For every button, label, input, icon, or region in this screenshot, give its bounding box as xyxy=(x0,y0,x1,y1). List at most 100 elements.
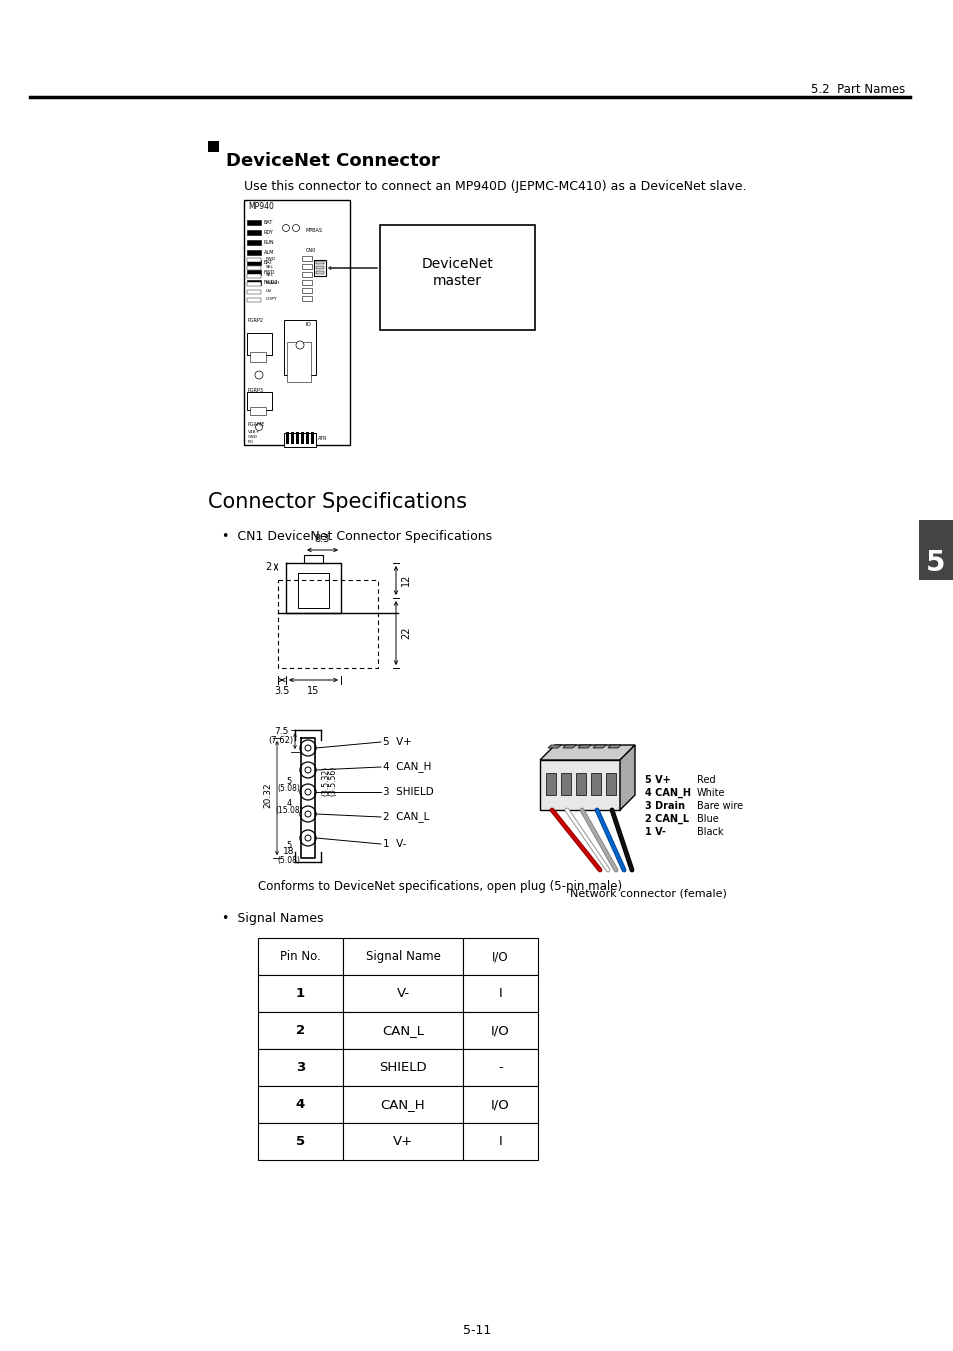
Bar xyxy=(302,263,312,269)
Text: BAT: BAT xyxy=(264,219,274,224)
Circle shape xyxy=(254,372,263,380)
Circle shape xyxy=(299,807,315,821)
Bar xyxy=(247,259,261,265)
Text: 4  CAN_H: 4 CAN_H xyxy=(382,762,431,773)
Bar xyxy=(462,1048,537,1086)
Bar xyxy=(302,296,312,301)
Bar xyxy=(379,226,535,330)
Text: 1: 1 xyxy=(295,988,305,1000)
Text: White: White xyxy=(697,788,724,798)
Polygon shape xyxy=(593,744,605,748)
Bar xyxy=(918,520,953,580)
Text: V-: V- xyxy=(396,988,409,1000)
Text: 3  SHIELD: 3 SHIELD xyxy=(382,788,434,797)
Bar xyxy=(605,773,616,794)
Circle shape xyxy=(282,224,289,231)
Text: FWD2: FWD2 xyxy=(264,280,278,285)
Bar xyxy=(302,272,312,277)
Text: Network connector (female): Network connector (female) xyxy=(569,888,726,898)
Bar xyxy=(590,773,600,794)
Circle shape xyxy=(255,423,262,431)
Text: 12: 12 xyxy=(400,574,411,586)
Circle shape xyxy=(305,835,311,842)
Text: (3.5.56): (3.5.56) xyxy=(328,766,336,796)
Circle shape xyxy=(295,340,304,349)
Bar xyxy=(306,432,309,444)
Text: 5: 5 xyxy=(286,777,292,785)
Text: DeviceNet
master: DeviceNet master xyxy=(421,258,493,288)
Text: (15.08): (15.08) xyxy=(274,805,302,815)
Circle shape xyxy=(305,767,311,773)
Bar xyxy=(315,261,324,263)
Polygon shape xyxy=(619,744,635,811)
Text: 15: 15 xyxy=(307,686,319,696)
Text: IO: IO xyxy=(306,323,312,327)
Text: I/O: I/O xyxy=(491,1098,509,1111)
Bar xyxy=(247,266,261,270)
Bar xyxy=(257,938,343,975)
Bar xyxy=(247,240,261,245)
Text: ATR: ATR xyxy=(317,435,327,440)
Bar xyxy=(247,282,261,286)
Bar xyxy=(576,773,585,794)
Text: 2: 2 xyxy=(295,1024,305,1038)
Text: Blue: Blue xyxy=(697,815,718,824)
Text: (7.62): (7.62) xyxy=(268,736,294,746)
Bar xyxy=(343,1123,462,1161)
Text: 1  V-: 1 V- xyxy=(382,839,406,848)
Bar xyxy=(250,407,266,415)
Bar xyxy=(301,432,304,444)
Text: FG: FG xyxy=(248,440,253,444)
Bar xyxy=(560,773,571,794)
Polygon shape xyxy=(539,744,635,761)
Text: Connector Specifications: Connector Specifications xyxy=(208,492,467,512)
Bar xyxy=(343,938,462,975)
Text: RUN: RUN xyxy=(264,239,274,245)
Text: FWD: FWD xyxy=(266,257,275,261)
Text: 5: 5 xyxy=(286,840,292,850)
Bar xyxy=(284,320,315,376)
Bar xyxy=(286,432,289,444)
Bar xyxy=(343,1048,462,1086)
Text: 2: 2 xyxy=(265,562,271,571)
Bar xyxy=(257,1048,343,1086)
Text: DeviceNet Connector: DeviceNet Connector xyxy=(226,153,439,170)
Text: PGAME: PGAME xyxy=(248,423,265,427)
Text: CAN_L: CAN_L xyxy=(381,1024,423,1038)
Bar xyxy=(302,255,312,261)
Bar xyxy=(247,258,261,262)
Text: COPY: COPY xyxy=(266,297,277,301)
Text: •  CN1 DeviceNet Connector Specifications: • CN1 DeviceNet Connector Specifications xyxy=(222,530,492,543)
Text: PGRP3: PGRP3 xyxy=(248,388,264,393)
Text: 2 CAN_L: 2 CAN_L xyxy=(644,813,688,824)
Bar xyxy=(343,1086,462,1123)
Bar xyxy=(314,259,326,276)
Text: 5: 5 xyxy=(925,549,944,577)
Text: I: I xyxy=(498,1135,502,1148)
Text: SEL: SEL xyxy=(266,273,274,277)
Circle shape xyxy=(293,224,299,231)
Bar xyxy=(311,432,314,444)
Text: 1: 1 xyxy=(328,266,331,270)
Bar xyxy=(462,938,537,975)
Text: ALM: ALM xyxy=(264,250,274,254)
Bar xyxy=(462,1086,537,1123)
Text: 4: 4 xyxy=(295,1098,305,1111)
Bar xyxy=(247,392,272,409)
Bar xyxy=(302,280,312,285)
Text: 8.3: 8.3 xyxy=(314,534,330,544)
Circle shape xyxy=(299,762,315,778)
Text: Pin No.: Pin No. xyxy=(280,950,320,963)
Text: RDY: RDY xyxy=(264,230,274,235)
Bar xyxy=(462,975,537,1012)
Bar xyxy=(247,332,272,355)
Bar xyxy=(315,266,324,269)
Circle shape xyxy=(305,789,311,794)
Text: CAN_H: CAN_H xyxy=(380,1098,425,1111)
Text: V+: V+ xyxy=(393,1135,413,1148)
Bar xyxy=(247,220,261,226)
Bar xyxy=(250,353,266,362)
Text: FWD: FWD xyxy=(264,269,275,274)
Text: V48+: V48+ xyxy=(248,430,260,434)
Text: MPBAS: MPBAS xyxy=(306,227,323,232)
